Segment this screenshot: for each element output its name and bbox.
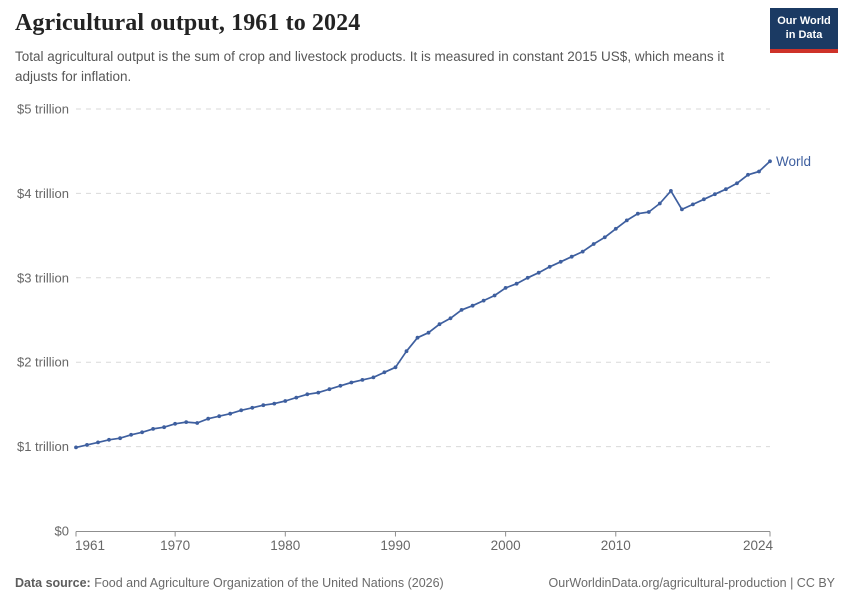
page-title: Agricultural output, 1961 to 2024 [15, 10, 361, 36]
x-axis-label: 2024 [743, 538, 774, 553]
data-point [624, 218, 629, 223]
data-point [250, 405, 255, 410]
data-point [305, 392, 310, 397]
y-axis-label: $4 trillion [17, 186, 69, 201]
y-axis-label: $0 [55, 524, 69, 539]
y-axis-label: $1 trillion [17, 439, 69, 454]
data-point [338, 383, 343, 388]
data-point [371, 375, 376, 380]
data-source: Data source: Food and Agriculture Organi… [15, 576, 444, 590]
data-point [580, 249, 585, 254]
data-point [635, 211, 640, 216]
y-axis-label: $3 trillion [17, 270, 69, 285]
owid-logo-text: Our World in Data [770, 8, 838, 49]
data-point [129, 432, 134, 437]
data-point [657, 201, 662, 206]
data-point [415, 335, 420, 340]
series-end-label: World [776, 154, 811, 169]
data-point [470, 303, 475, 308]
data-point [349, 380, 354, 385]
data-point [735, 181, 739, 186]
data-point [426, 330, 431, 335]
data-point [85, 443, 89, 447]
data-point [162, 425, 167, 430]
logo-line-2: in Data [785, 28, 823, 41]
data-point [118, 436, 122, 441]
data-point [195, 421, 200, 425]
data-point [96, 440, 100, 445]
data-point [591, 242, 596, 246]
data-point [140, 430, 145, 435]
data-point [757, 169, 761, 174]
data-point [404, 349, 409, 354]
data-point [151, 427, 156, 431]
data-point [536, 270, 541, 275]
data-source-label: Data source: [15, 576, 91, 590]
x-axis-label: 2000 [491, 538, 521, 553]
data-point [272, 401, 277, 406]
data-point [316, 390, 321, 395]
data-point [558, 259, 563, 264]
data-point [382, 370, 387, 375]
data-point [525, 275, 530, 280]
data-point [613, 226, 618, 231]
data-point [691, 202, 695, 207]
x-axis-label: 1980 [270, 538, 300, 553]
data-point [393, 365, 398, 370]
data-point [602, 235, 607, 240]
world-series-line [75, 160, 771, 449]
data-point [492, 293, 497, 298]
x-axis-label: 1961 [75, 538, 105, 553]
data-point [206, 416, 211, 421]
data-point [459, 308, 464, 312]
data-point [448, 316, 453, 321]
data-point [74, 445, 78, 450]
logo-line-1: Our World [777, 15, 831, 27]
data-point [360, 378, 365, 382]
data-point [239, 408, 244, 413]
chart-header: Agricultural output, 1961 to 2024 Total … [15, 10, 760, 88]
y-axis-label: $2 trillion [17, 355, 69, 370]
data-point [713, 192, 717, 197]
data-point [217, 414, 222, 419]
data-point [547, 264, 552, 269]
data-point [746, 172, 750, 177]
data-point [283, 399, 288, 403]
data-point [702, 197, 706, 202]
chart-footer: Data source: Food and Agriculture Organi… [15, 576, 835, 590]
chart-subtitle: Total agricultural output is the sum of … [15, 49, 725, 85]
logo-red-stripe [770, 48, 838, 53]
data-point [514, 281, 519, 286]
data-point [680, 207, 684, 212]
citation-link[interactable]: OurWorldinData.org/agricultural-producti… [548, 576, 835, 590]
data-point [724, 187, 728, 192]
x-axis-label: 1970 [160, 538, 190, 553]
owid-logo[interactable]: Our World in Data [770, 8, 838, 53]
x-axis-label: 2010 [601, 538, 631, 553]
data-point [503, 286, 508, 290]
data-point [228, 411, 233, 416]
data-point [669, 189, 673, 193]
data-point [107, 437, 111, 442]
data-point [184, 420, 189, 424]
y-axis-label: $5 trillion [17, 102, 69, 117]
data-source-text: Food and Agriculture Organization of the… [90, 576, 444, 590]
x-axis-label: 1990 [380, 538, 410, 553]
data-point [294, 395, 299, 400]
data-point [173, 421, 178, 426]
data-point [437, 322, 442, 327]
data-point [768, 159, 772, 164]
data-point [569, 254, 574, 259]
data-point [646, 210, 651, 214]
data-point [327, 387, 332, 392]
data-point [481, 298, 486, 303]
data-point [261, 403, 266, 408]
